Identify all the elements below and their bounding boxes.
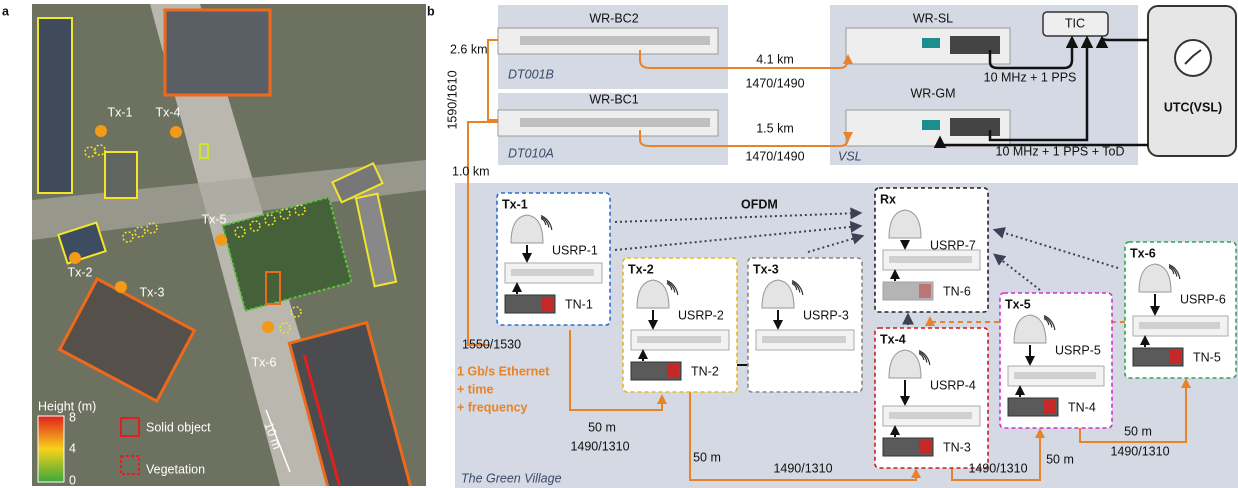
switch-label: TN-3 bbox=[943, 440, 971, 454]
radio-label: USRP-5 bbox=[1055, 343, 1101, 357]
aerial-map bbox=[32, 4, 426, 488]
wavelength-label: 1550/1530 bbox=[462, 337, 521, 351]
building bbox=[38, 18, 72, 193]
distance-label: 1.5 km bbox=[756, 121, 794, 135]
building bbox=[165, 10, 270, 95]
radio-label: USRP-7 bbox=[930, 238, 976, 252]
tx-label: Tx-4 bbox=[156, 105, 181, 119]
switch-label: TN-4 bbox=[1068, 400, 1096, 414]
switch-label: TN-6 bbox=[943, 284, 971, 298]
colorbar-tick: 4 bbox=[69, 441, 76, 455]
tx-label: Tx-6 bbox=[252, 355, 277, 369]
panel-label: a bbox=[2, 4, 10, 18]
area-label: The Green Village bbox=[461, 471, 562, 485]
device-label: WR-GM bbox=[910, 86, 955, 100]
site-label: DT001B bbox=[508, 67, 554, 81]
building bbox=[105, 152, 137, 198]
node-title: Tx-5 bbox=[1005, 297, 1031, 311]
node-title: Rx bbox=[880, 192, 896, 206]
usrp-ports bbox=[511, 269, 594, 276]
distance-label: 4.1 km bbox=[756, 52, 794, 66]
legend-label: Solid object bbox=[146, 420, 211, 434]
wavelength-label: 1490/1310 bbox=[773, 461, 832, 475]
colorbar bbox=[38, 416, 64, 482]
usrp-ports bbox=[1014, 372, 1096, 379]
radio-label: USRP-3 bbox=[803, 308, 849, 322]
switch-label: TN-2 bbox=[691, 364, 719, 378]
utc-box bbox=[1148, 6, 1236, 156]
usrp-ports bbox=[762, 336, 846, 343]
legend-label: Vegetation bbox=[146, 462, 205, 476]
wavelength-label: 1490/1310 bbox=[968, 461, 1027, 475]
ofdm-label: OFDM bbox=[741, 197, 778, 211]
tx-label: Tx-1 bbox=[108, 105, 133, 119]
device-label: WR-SL bbox=[913, 11, 953, 25]
radio-label: USRP-2 bbox=[678, 308, 724, 322]
rack-ports bbox=[520, 118, 710, 127]
utc-label: UTC(VSL) bbox=[1164, 100, 1222, 114]
backhaul-note: + time bbox=[457, 382, 494, 396]
site-label: VSL bbox=[838, 149, 862, 163]
rack-ports bbox=[950, 36, 1000, 54]
node-title: Tx-3 bbox=[753, 262, 779, 276]
node-title: Tx-1 bbox=[502, 197, 528, 211]
radio-label: USRP-4 bbox=[930, 378, 976, 392]
clock-icon bbox=[1175, 40, 1211, 76]
wavelength-label: 1490/1310 bbox=[1110, 444, 1169, 458]
fiber bbox=[488, 40, 498, 120]
node-box bbox=[748, 258, 862, 392]
node-title: Tx-2 bbox=[628, 262, 654, 276]
radio-label: USRP-1 bbox=[552, 243, 598, 257]
rack-ports bbox=[520, 36, 710, 45]
colorbar-title: Height (m) bbox=[38, 399, 96, 413]
switch-logo bbox=[1044, 400, 1056, 414]
distance-label: 50 m bbox=[693, 450, 721, 464]
timing-label: 10 MHz + 1 PPS bbox=[984, 70, 1077, 84]
usrp-ports bbox=[1139, 322, 1220, 329]
usrp-ports bbox=[889, 256, 972, 263]
timing-label: 10 MHz + 1 PPS + ToD bbox=[996, 144, 1125, 158]
tx-label: Tx-5 bbox=[202, 212, 227, 226]
backhaul-note: + frequency bbox=[457, 400, 528, 414]
distance-label: 2.6 km bbox=[450, 42, 488, 56]
switch-label: TN-5 bbox=[1193, 350, 1221, 364]
figure: a Tx-1 Tx-4 Tx-5 Tx-2 Tx-3 Tx-6 Height (m)8 4 0 So… bbox=[0, 0, 1238, 488]
colorbar-tick: 8 bbox=[69, 410, 76, 424]
backhaul-note: 1 Gb/s Ethernet bbox=[457, 364, 550, 378]
usrp-ports bbox=[637, 336, 721, 343]
wavelength-label: 1590/1610 bbox=[445, 70, 459, 129]
wavelength-label: 1490/1310 bbox=[570, 439, 629, 453]
wavelength-label: 1470/1490 bbox=[745, 149, 804, 163]
distance-label: 1.0 km bbox=[452, 164, 490, 178]
switch-logo bbox=[1169, 350, 1181, 364]
distance-label: 50 m bbox=[588, 420, 616, 434]
switch-logo bbox=[919, 284, 931, 298]
page: { "panel_a": { "label": "a", "transmitte… bbox=[0, 0, 1238, 488]
node-title: Tx-4 bbox=[880, 332, 906, 346]
rack-display bbox=[922, 120, 940, 130]
device-label: WR-BC1 bbox=[589, 92, 638, 106]
distance-label: 50 m bbox=[1046, 452, 1074, 466]
distance-label: 50 m bbox=[1124, 424, 1152, 438]
tx-label: Tx-2 bbox=[68, 265, 93, 279]
usrp-ports bbox=[889, 412, 972, 419]
rack-ports bbox=[950, 118, 1000, 136]
device-label: WR-BC2 bbox=[589, 11, 638, 25]
radio-label: USRP-6 bbox=[1180, 292, 1226, 306]
node-title: Tx-6 bbox=[1130, 246, 1156, 260]
switch-logo bbox=[919, 440, 931, 454]
colorbar-tick: 0 bbox=[69, 473, 76, 487]
switch-logo bbox=[667, 364, 679, 378]
switch-logo bbox=[541, 297, 553, 311]
panel-label: b bbox=[427, 4, 435, 18]
switch-label: TN-1 bbox=[565, 297, 593, 311]
wavelength-label: 1470/1490 bbox=[745, 76, 804, 90]
tic-label: TIC bbox=[1065, 16, 1085, 30]
site-label: DT010A bbox=[508, 146, 554, 160]
tx-label: Tx-3 bbox=[140, 285, 165, 299]
rack-display bbox=[922, 38, 940, 48]
